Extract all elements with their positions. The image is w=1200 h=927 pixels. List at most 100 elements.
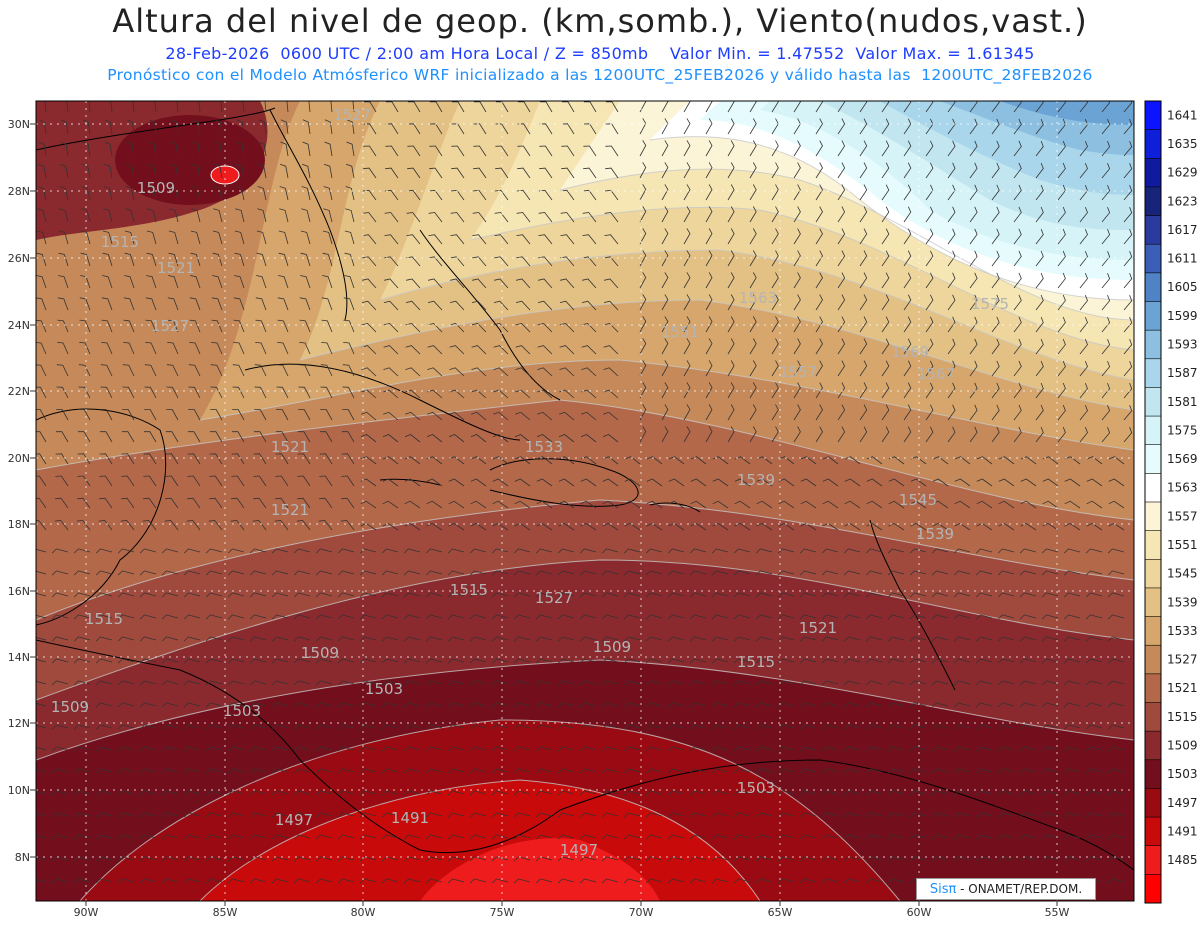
map-subtitle-time: 28-Feb-2026 0600 UTC / 2:00 am Hora Loca… [165,44,1035,63]
lat-lon-grid [36,101,1134,901]
contour-label: 1575 [971,295,1009,313]
colorbar-label: 1497 [1167,796,1198,810]
lat-label: 26N [8,252,30,265]
colorbar-swatch [1145,101,1161,131]
colorbar-swatch [1145,129,1161,159]
lon-label: 60W [907,906,932,919]
contour-label: 1515 [85,610,123,628]
contour-label: 1509 [301,644,339,662]
colorbar-label: 1623 [1167,194,1198,208]
contour-label: 1545 [899,491,937,509]
colorbar-swatch [1145,502,1161,532]
contour-label: 1539 [737,471,775,489]
credit-box: Sisπ - ONAMET/REP.DOM. [916,878,1096,900]
colorbar-label: 1605 [1167,280,1198,294]
credit-text: - ONAMET/REP.DOM. [956,882,1083,896]
contour-lines [36,136,1134,901]
colorbar-label: 1563 [1167,481,1198,495]
colorbar-label: 1617 [1167,223,1198,237]
colorbar-swatch [1145,587,1161,618]
colorbar-swatch [1145,788,1161,818]
lat-label: 8N [15,851,30,864]
colorbar-swatch [1145,416,1161,446]
lat-label: 28N [8,185,30,198]
contour-label: 1515 [737,653,775,671]
contour-labels: 1527 1509 1515 1521 1527 1563 1575 1551 1569 1557… [51,106,1009,859]
colorbar-label: 1485 [1167,853,1198,867]
longitude-labels: 90W 85W 80W 75W 70W 65W 60W 55W [74,901,1070,919]
colorbar-swatch [1145,301,1161,331]
coastlines [36,107,1134,871]
contour-label: 1563 [739,289,777,307]
colorbar-label: 1539 [1167,595,1198,609]
contour-label: 1557 [779,363,817,381]
contour-label: 1533 [525,438,563,456]
latitude-labels: 30N 28N 26N 24N 22N 20N 18N 16N 14N 12N 10N 8N [8,118,36,864]
colorbar-swatch [1145,731,1161,761]
colorbar-swatch [1145,444,1161,474]
colorbar-swatch [1145,473,1161,503]
contour-label: 1509 [51,698,89,716]
contour-label: 1527 [151,317,189,335]
contour-label: 1497 [275,811,313,829]
colorbar-label: 1509 [1167,738,1198,752]
lat-label: 14N [8,651,30,664]
colorbar-swatch [1145,158,1161,188]
contour-label: 1503 [223,702,261,720]
contour-label: 1515 [101,233,139,251]
colorbar-swatch [1145,673,1161,703]
contour-label: 1521 [271,501,309,519]
colorbar: 1641 1635 1629 1623 1617 1611 1605 1599 1593 1587… [1144,100,1198,904]
contour-label: 1521 [799,619,837,637]
colorbar-label: 1593 [1167,337,1198,351]
lon-label: 80W [351,906,376,919]
lat-label: 18N [8,518,30,531]
contour-label: 1551 [661,323,699,341]
colorbar-label: 1515 [1167,710,1198,724]
contour-label: 1503 [365,680,403,698]
contour-label: 1503 [737,779,775,797]
contour-label: 1569 [891,343,929,361]
colorbar-swatch [1145,817,1161,847]
colorbar-label: 1629 [1167,166,1198,180]
colorbar-label: 1503 [1167,767,1198,781]
contour-label: 1567 [917,365,955,383]
colorbar-label: 1551 [1167,538,1198,552]
contour-label: 1509 [137,179,175,197]
lon-label: 90W [74,906,99,919]
colorbar-swatch [1145,874,1161,904]
credit-brand: Sisπ [929,882,957,897]
map-title: Altura del nivel de geop. (km,somb.), Vi… [112,2,1088,40]
contour-label: 1527 [333,106,371,124]
contour-label: 1491 [391,809,429,827]
lon-label: 65W [768,906,793,919]
colorbar-label: 1569 [1167,452,1198,466]
wind-barbs [36,101,1133,884]
contour-label: 1527 [535,589,573,607]
colorbar-swatch [1145,702,1161,732]
contour-label: 1539 [916,525,954,543]
lat-label: 24N [8,319,30,332]
map-frame [35,100,1135,902]
lon-label: 70W [629,906,654,919]
lat-label: 22N [8,385,30,398]
colorbar-swatch [1145,387,1161,417]
lat-label: 16N [8,585,30,598]
colorbar-swatch [1145,845,1161,875]
colorbar-swatch [1145,759,1161,789]
lon-label: 55W [1045,906,1070,919]
colorbar-swatch [1145,530,1161,560]
colorbar-swatch [1145,186,1161,217]
colorbar-label: 1527 [1167,653,1198,667]
colorbar-swatch [1145,244,1161,274]
colorbar-label: 1611 [1167,252,1198,266]
colorbar-swatch [1145,215,1161,245]
colorbar-label: 1635 [1167,137,1198,151]
lat-label: 12N [8,717,30,730]
lat-label: 10N [8,784,30,797]
colorbar-swatch [1145,330,1161,360]
colorbar-label: 1599 [1167,309,1198,323]
colorbar-label: 1491 [1167,824,1198,838]
colorbar-label: 1521 [1167,681,1198,695]
